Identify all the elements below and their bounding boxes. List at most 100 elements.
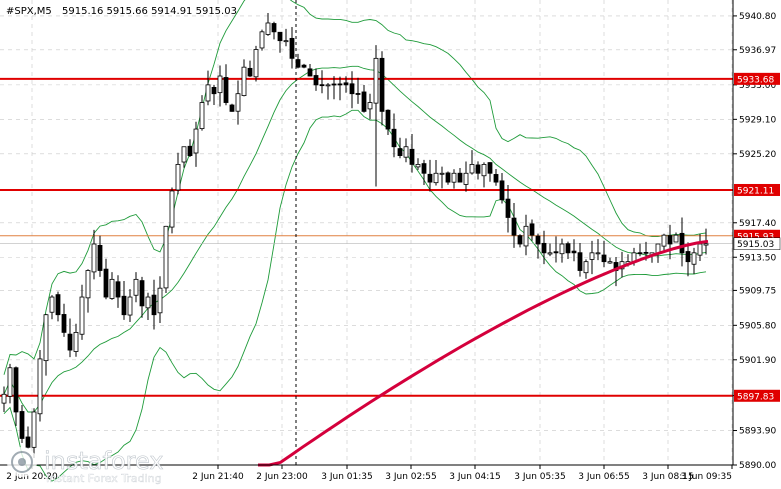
candle-bearish [517, 235, 523, 245]
candle-bullish [235, 93, 241, 112]
bollinger-middle-band [3, 65, 707, 413]
candle-bullish [133, 278, 139, 296]
bollinger-lower-band [3, 109, 707, 482]
candle-bearish [685, 251, 691, 263]
moving-average-line [258, 239, 709, 467]
candle-bullish [481, 164, 487, 177]
price-tick-label: 5936.97 [739, 46, 776, 56]
candle-bullish [547, 252, 553, 255]
candle-bearish [529, 223, 535, 236]
candle-bullish [325, 84, 331, 87]
candle-bearish [229, 104, 235, 112]
candle-bearish [499, 180, 505, 201]
candle-bearish [493, 174, 499, 183]
candle-bearish [55, 294, 61, 316]
candle-bullish [589, 252, 595, 260]
candle-bullish [523, 225, 529, 247]
candle-bearish [151, 294, 157, 316]
candle-bullish [469, 164, 475, 174]
candle-bullish [181, 146, 187, 163]
candle-bearish [25, 436, 31, 448]
candle-bearish [61, 314, 67, 333]
price-tick-label: 5929.10 [739, 115, 776, 125]
candle-bullish [241, 66, 247, 96]
price-tick-label: 5933.00 [739, 81, 776, 91]
candle-bearish [577, 252, 583, 271]
candle-bearish [247, 67, 253, 77]
candle-bearish [571, 250, 577, 254]
price-tick-label: 5901.90 [739, 356, 776, 366]
orange-price-label: 5915.93 [737, 232, 774, 242]
candle-bullish [205, 84, 211, 102]
candle-bullish [673, 234, 679, 243]
candle-bearish [19, 411, 25, 439]
price-tick-label: 5940.80 [739, 12, 776, 22]
candle-bearish [397, 148, 403, 156]
horizontal-levels[interactable] [0, 77, 733, 397]
candle-bullish [85, 270, 91, 299]
candle-bearish [667, 235, 673, 245]
level-price-label-bg [734, 183, 780, 196]
candle-bearish [385, 109, 391, 130]
price-tick-label: 5925.20 [739, 150, 776, 160]
candle-bearish [271, 23, 277, 33]
candle-bearish [343, 82, 349, 86]
bollinger-upper-band [3, 0, 707, 375]
candle-bearish [97, 244, 103, 271]
time-axis[interactable]: 2 Jun 20:20 2 Jun 21:40 2 Jun 23:00 3 Jun 0… [6, 465, 733, 482]
level-price-label-bg [734, 72, 780, 85]
candle-bullish [583, 261, 589, 274]
level-price-label: 5897.83 [737, 392, 774, 402]
candle-bearish [535, 235, 541, 245]
time-tick-label: 2 Jun 23:00 [256, 472, 308, 482]
candle-bullish [1, 393, 7, 404]
candle-bearish [289, 37, 295, 59]
candle-bullish [403, 146, 409, 158]
candle-bearish [427, 173, 433, 183]
candle-bullish [265, 22, 271, 35]
candle-bullish [433, 172, 439, 184]
candle-bearish [601, 254, 607, 263]
candle-bearish [445, 172, 451, 183]
price-tick-label: 5905.80 [739, 321, 776, 331]
time-tick-label: 3 Jun 04:15 [449, 472, 500, 482]
grid [0, 0, 733, 466]
candle-bullish [415, 164, 421, 168]
candle-bearish [379, 57, 385, 112]
instaforex-logo-icon [7, 447, 37, 477]
candlesticks [1, 13, 709, 459]
watermark-tagline: Instant Forex Trading [46, 472, 162, 485]
candle-bullish [163, 225, 169, 289]
time-tick-label: 3 Jun 08:15 [642, 472, 693, 482]
price-tick-label: 5917.40 [739, 219, 776, 229]
price-tick-label: 5913.50 [739, 253, 776, 263]
price-tick-label: 5890.00 [739, 461, 776, 471]
candle-bullish [193, 128, 199, 154]
candle-bullish [91, 243, 97, 273]
candle-bearish [511, 217, 517, 236]
candle-bullish [703, 243, 709, 246]
candle-bearish [565, 243, 571, 254]
time-tick-label: 3 Jun 05:35 [514, 472, 565, 482]
candle-bearish [295, 59, 301, 68]
candle-bullish [73, 331, 79, 352]
candle-bullish [49, 296, 55, 313]
candle-bearish [505, 198, 511, 218]
candle-bullish [283, 40, 289, 43]
candle-bullish [145, 296, 151, 309]
candle-bearish [319, 84, 325, 87]
candle-bullish [109, 278, 115, 299]
candle-bullish [253, 49, 259, 78]
candle-bearish [121, 295, 127, 316]
candle-bearish [139, 280, 145, 307]
bollinger-bands [3, 0, 707, 482]
candle-bearish [277, 31, 283, 42]
candle-bullish [175, 164, 181, 191]
candle-bullish [595, 252, 601, 255]
candle-bearish [391, 128, 397, 148]
candle-bullish [691, 252, 697, 265]
candle-bearish [679, 232, 685, 254]
candle-bearish [103, 268, 109, 298]
